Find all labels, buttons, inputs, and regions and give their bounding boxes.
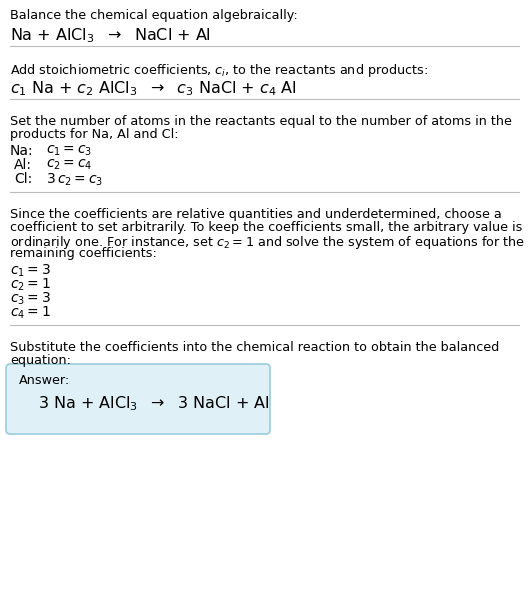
Text: $c_1 = 3$: $c_1 = 3$ <box>10 263 51 279</box>
Text: Since the coefficients are relative quantities and underdetermined, choose a: Since the coefficients are relative quan… <box>10 208 501 221</box>
Text: $c_1 = c_3$: $c_1 = c_3$ <box>46 144 92 158</box>
Text: equation:: equation: <box>10 354 71 367</box>
Text: coefficient to set arbitrarily. To keep the coefficients small, the arbitrary va: coefficient to set arbitrarily. To keep … <box>10 221 522 234</box>
Text: $c_1$ Na + $c_2$ AlCl$_3$  $\rightarrow$  $c_3$ NaCl + $c_4$ Al: $c_1$ Na + $c_2$ AlCl$_3$ $\rightarrow$ … <box>10 79 297 98</box>
Text: $c_4 = 1$: $c_4 = 1$ <box>10 305 51 321</box>
Text: Al:: Al: <box>14 158 32 172</box>
Text: Cl:: Cl: <box>14 172 32 186</box>
Text: Substitute the coefficients into the chemical reaction to obtain the balanced: Substitute the coefficients into the che… <box>10 341 499 354</box>
Text: Na + AlCl$_3$  $\rightarrow$  NaCl + Al: Na + AlCl$_3$ $\rightarrow$ NaCl + Al <box>10 26 211 45</box>
Text: 3 Na + AlCl$_3$  $\rightarrow$  3 NaCl + Al: 3 Na + AlCl$_3$ $\rightarrow$ 3 NaCl + A… <box>38 394 269 413</box>
Text: Set the number of atoms in the reactants equal to the number of atoms in the: Set the number of atoms in the reactants… <box>10 115 512 128</box>
Text: $c_2 = 1$: $c_2 = 1$ <box>10 277 51 293</box>
Text: $3\,c_2 = c_3$: $3\,c_2 = c_3$ <box>46 172 103 188</box>
Text: products for Na, Al and Cl:: products for Na, Al and Cl: <box>10 128 179 141</box>
Text: Na:: Na: <box>10 144 34 158</box>
Text: Balance the chemical equation algebraically:: Balance the chemical equation algebraica… <box>10 9 298 22</box>
Text: Answer:: Answer: <box>19 374 70 387</box>
Text: remaining coefficients:: remaining coefficients: <box>10 247 157 260</box>
Text: $c_2 = c_4$: $c_2 = c_4$ <box>46 158 93 172</box>
Text: Add stoichiometric coefficients, $c_i$, to the reactants and products:: Add stoichiometric coefficients, $c_i$, … <box>10 62 428 79</box>
Text: $c_3 = 3$: $c_3 = 3$ <box>10 291 51 307</box>
FancyBboxPatch shape <box>6 364 270 434</box>
Text: ordinarily one. For instance, set $c_2 = 1$ and solve the system of equations fo: ordinarily one. For instance, set $c_2 =… <box>10 234 525 251</box>
